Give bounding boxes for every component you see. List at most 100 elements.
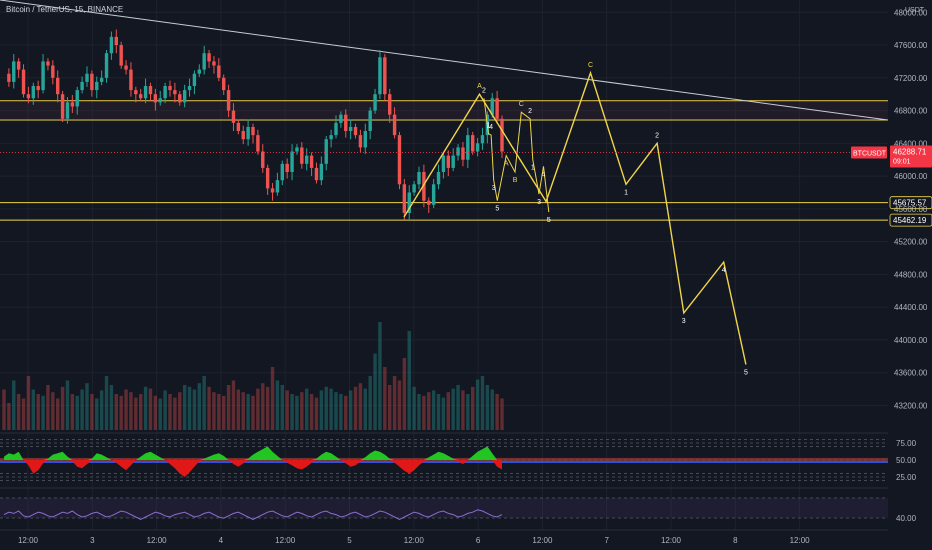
price-tick: 44800.00: [894, 270, 928, 279]
time-axis[interactable]: 12:00 3 12:00 4 12:00 5 12:00 6 12:00 7 12:00 8 12:0…: [18, 536, 810, 545]
volume-bar: [358, 383, 363, 430]
volume-bar: [51, 392, 55, 430]
candle-body: [334, 122, 338, 136]
candle-body: [387, 94, 392, 115]
candle-body: [456, 147, 460, 156]
chart-title: Bitcoin / TetherUS, 15, BINANCE: [6, 5, 124, 14]
volume-bar: [114, 394, 119, 430]
candle-body: [353, 126, 358, 136]
candle-body: [412, 184, 416, 193]
volume-bar: [99, 390, 104, 430]
volume-bar: [422, 395, 426, 430]
candle-body: [451, 155, 455, 168]
volume-bar: [12, 380, 16, 430]
wave-label: 1: [486, 123, 490, 130]
candle-body: [60, 94, 65, 119]
volume-bar: [104, 376, 109, 430]
candle-body: [368, 110, 372, 132]
volume-bar: [417, 394, 421, 430]
volume-bar: [143, 386, 148, 430]
candle-body: [46, 61, 50, 66]
volume-bar: [427, 392, 431, 430]
volume-bar: [221, 395, 226, 430]
volume-bar: [212, 392, 216, 430]
candle-body: [300, 147, 304, 164]
candle-body: [207, 53, 211, 62]
candle-body: [55, 77, 60, 95]
level-label-box: [889, 213, 932, 227]
trendline: [0, 0, 889, 121]
volume-bar: [368, 376, 372, 430]
candle-body: [41, 61, 45, 91]
volume-bar: [60, 386, 65, 430]
volume-bar: [344, 395, 348, 430]
volume-bar: [378, 322, 382, 430]
volume-bar: [295, 395, 299, 430]
level-label: 45462.19: [893, 216, 927, 225]
price-tick: 43600.00: [894, 369, 928, 378]
volume-bar: [348, 390, 353, 430]
wave-label: B: [513, 177, 518, 184]
time-tick: 5: [347, 536, 352, 545]
price-tick: 46400.00: [894, 139, 928, 148]
wave-label: 1: [531, 165, 535, 172]
candle-body: [358, 135, 363, 148]
volume-bar: [187, 386, 192, 430]
candle-body: [431, 184, 436, 205]
volume-bar: [446, 392, 451, 430]
volume-bar: [202, 376, 206, 430]
volume-bar: [46, 385, 50, 430]
candle-body: [187, 86, 192, 91]
candle-body: [304, 155, 309, 164]
time-tick: 7: [604, 536, 609, 545]
volume-bar: [70, 394, 75, 430]
candle-body: [475, 143, 480, 152]
volume-bar: [173, 397, 177, 430]
candle-body: [129, 69, 133, 91]
volume-bar: [339, 394, 343, 430]
volume-bar: [373, 353, 377, 430]
candle-body: [309, 155, 314, 168]
volume-bar: [217, 394, 221, 430]
mfi-tick: 50.00: [896, 456, 917, 465]
volume-bar: [236, 389, 241, 430]
volume-bar: [90, 394, 94, 430]
volume-bar: [495, 394, 499, 430]
horizontal-levels[interactable]: [0, 0, 889, 221]
volume-bar: [197, 383, 202, 430]
level-label: 45675.57: [893, 199, 927, 208]
volume-bar: [441, 397, 446, 430]
candle-body: [265, 167, 270, 189]
price-candles[interactable]: [7, 29, 504, 222]
candle-body: [446, 155, 451, 168]
volume-bar: [21, 398, 26, 430]
time-tick: 8: [733, 536, 738, 545]
volume-bar: [436, 394, 441, 430]
wave-label: C: [588, 62, 593, 69]
volume-bar: [55, 398, 60, 430]
rsi-band: [0, 498, 888, 518]
wave-label: 2: [482, 87, 486, 94]
volume-bar: [119, 395, 123, 430]
candle-body: [70, 102, 75, 107]
ticker-label: BTCUSDT: [853, 150, 887, 157]
time-tick: 12:00: [275, 536, 296, 545]
price-tick: 48000.00: [894, 8, 928, 17]
volume-bar: [26, 376, 31, 430]
candle-body: [21, 69, 26, 95]
volume-bar: [285, 390, 289, 430]
rsi-line: [3, 509, 503, 520]
candle-body: [163, 86, 167, 99]
volume-bar: [383, 367, 387, 430]
volume-bar: [85, 383, 89, 430]
candle-body: [26, 94, 31, 99]
volume-bar: [480, 376, 485, 430]
volume-bar: [275, 380, 280, 430]
candle-body: [275, 180, 280, 193]
candle-body: [217, 65, 221, 78]
volume-bar: [192, 389, 197, 430]
volume-bar: [304, 388, 309, 430]
